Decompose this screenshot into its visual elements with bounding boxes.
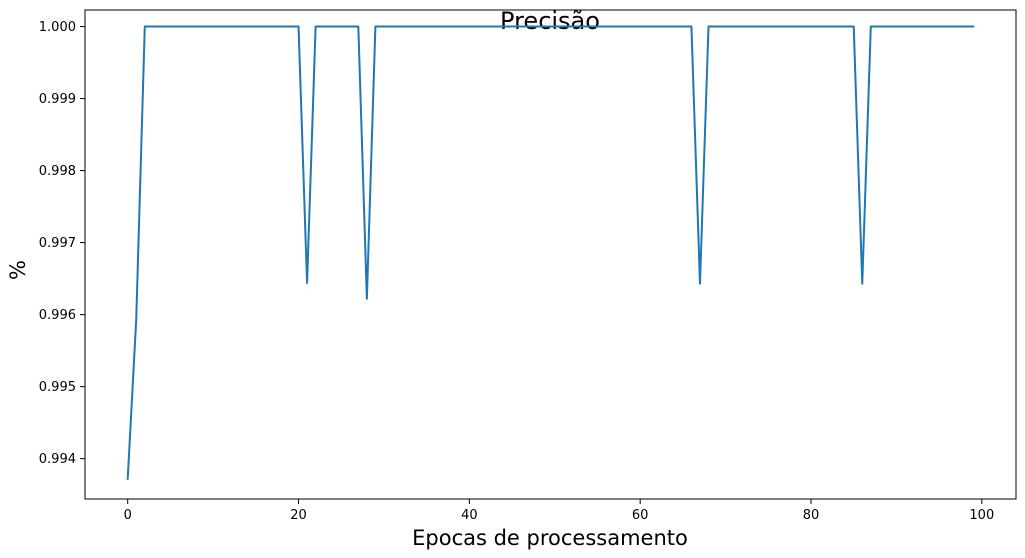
- x-tick-label: 0: [124, 508, 132, 523]
- y-tick-label: 0.999: [39, 92, 76, 107]
- series-line-0: [126, 25, 975, 480]
- x-tick-label: 80: [803, 508, 820, 523]
- plot-frame: [84, 9, 1017, 500]
- plot-area: [126, 25, 975, 480]
- chart-title: Precisão: [500, 7, 600, 35]
- y-tick-label: 0.995: [39, 380, 76, 395]
- y-tick-label: 0.994: [39, 452, 76, 467]
- x-tick-label: 100: [969, 508, 994, 523]
- y-tick-label: 0.997: [39, 236, 76, 251]
- y-tick-label: 0.998: [39, 164, 76, 179]
- y-tick-label: 0.996: [39, 308, 76, 323]
- x-axis-title: Epocas de processamento: [412, 526, 688, 550]
- axes: 0 20 40 60 80 100 0.994 0.995 0.996 0.997 0.998 0.9…: [39, 9, 1017, 523]
- x-tick-label: 40: [461, 508, 478, 523]
- y-tick-label: 1.000: [39, 20, 76, 35]
- x-tick-label: 60: [632, 508, 649, 523]
- y-axis-title: %: [6, 260, 30, 280]
- x-tick-label: 20: [290, 508, 307, 523]
